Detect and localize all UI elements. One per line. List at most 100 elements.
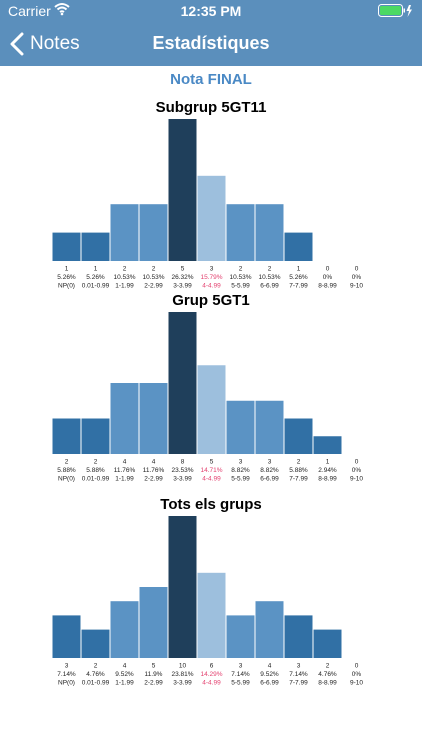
range-label: 6-6.99	[260, 680, 279, 687]
back-button[interactable]: Notes	[10, 30, 80, 58]
percent-label: 11.76%	[143, 467, 165, 474]
count-label: 8	[181, 459, 185, 466]
wifi-icon	[54, 2, 70, 19]
bar-1-1.99	[110, 383, 139, 454]
percent-label: 14.71%	[200, 467, 222, 474]
bar-4-4.99	[197, 175, 226, 261]
count-label: 5	[210, 459, 214, 466]
percent-label: 8.82%	[231, 467, 250, 474]
range-label: 4-4.99	[202, 476, 221, 483]
section-title: Nota FINAL	[170, 71, 252, 88]
percent-label: 5.88%	[86, 467, 105, 474]
bar-1-1.99	[110, 204, 139, 261]
bar-0.01-0.99	[81, 629, 110, 658]
bar-4-4.99	[197, 365, 226, 454]
bar-2-2.99	[139, 383, 168, 454]
range-label: 9-10	[350, 476, 363, 483]
count-label: 2	[239, 266, 243, 273]
count-label: 0	[355, 459, 359, 466]
range-label: 2-2.99	[144, 283, 163, 290]
count-label: 6	[210, 663, 214, 670]
bar-7-7.99	[284, 418, 313, 454]
bar-3-3.99	[168, 312, 197, 454]
percent-label: 5.88%	[57, 467, 76, 474]
percent-label: 2.94%	[318, 467, 337, 474]
range-label: 9-10	[350, 680, 363, 687]
percent-label: 7.14%	[289, 671, 308, 678]
bar-2-2.99	[139, 587, 168, 658]
count-label: 2	[326, 663, 330, 670]
count-label: 4	[123, 663, 127, 670]
battery-icon	[378, 4, 414, 18]
count-label: 1	[297, 266, 301, 273]
count-label: 3	[210, 266, 214, 273]
range-label: 4-4.99	[202, 283, 221, 290]
bar-3-3.99	[168, 119, 197, 261]
bar-8-8.99	[313, 436, 342, 454]
bar-NP(0)	[52, 615, 81, 658]
count-label: 10	[179, 663, 187, 670]
percent-label: 7.14%	[231, 671, 250, 678]
count-label: 1	[65, 266, 69, 273]
percent-label: 15.79%	[200, 274, 222, 281]
range-label: 1-1.99	[115, 680, 134, 687]
carrier-label: Carrier	[8, 3, 51, 19]
count-label: 0	[326, 266, 330, 273]
count-label: 1	[326, 459, 330, 466]
histogram-tots: 3 7.14% NP(0) 24.76% 0.01-0.99 4 9.52% 1-1.99 5 1…	[52, 516, 363, 687]
percent-label: 0%	[352, 467, 362, 474]
percent-label: 0%	[352, 671, 362, 678]
bar-5-5.99	[226, 400, 255, 454]
percent-label: 23.53%	[171, 467, 193, 474]
count-label: 5	[152, 663, 156, 670]
percent-label: 5.88%	[289, 467, 308, 474]
range-label: 8-8.99	[318, 680, 337, 687]
bar-1-1.99	[110, 601, 139, 658]
percent-label: 5.26%	[86, 274, 105, 281]
bar-0.01-0.99	[81, 418, 110, 454]
percent-label: 10.53%	[113, 274, 135, 281]
bar-7-7.99	[284, 615, 313, 658]
range-label: 0.01-0.99	[82, 680, 110, 687]
range-label: 5-5.99	[231, 680, 250, 687]
percent-label: 5.26%	[289, 274, 308, 281]
percent-label: 10.53%	[142, 274, 164, 281]
range-label: 5-5.99	[231, 476, 250, 483]
range-label: 7-7.99	[289, 476, 308, 483]
bar-8-8.99	[313, 629, 342, 658]
histogram-grup: 25.88%NP(0)25.88%0.01-0.99411.76%1-1.994…	[52, 312, 363, 483]
range-label: 5-5.99	[231, 283, 250, 290]
bar-2-2.99	[139, 204, 168, 261]
chart-title-subgrup: Subgrup 5GT11	[155, 99, 267, 116]
count-label: 3	[65, 663, 69, 670]
count-label: 2	[152, 266, 156, 273]
range-label: 2-2.99	[144, 680, 163, 687]
range-label: 2-2.99	[144, 476, 163, 483]
count-label: 2	[94, 459, 98, 466]
range-label: 8-8.99	[318, 476, 337, 483]
chevron-left-icon	[10, 32, 24, 56]
percent-label: 26.32%	[171, 274, 193, 281]
count-label: 4	[123, 459, 127, 466]
range-label: NP(0)	[58, 680, 75, 687]
count-label: 3	[239, 459, 243, 466]
status-time: 12:35 PM	[180, 3, 242, 19]
percent-label: 0%	[352, 274, 362, 281]
count-label: 0	[355, 663, 359, 670]
range-label: 7-7.99	[289, 680, 308, 687]
percent-label: 11.76%	[114, 467, 136, 474]
range-label: 7-7.99	[289, 283, 308, 290]
percent-label: 9.52%	[260, 671, 279, 678]
page-title: Estadístiques	[152, 33, 270, 53]
range-label: 3-3.99	[173, 476, 192, 483]
bar-4-4.99	[197, 572, 226, 658]
count-label: 1	[94, 266, 98, 273]
bar-7-7.99	[284, 232, 313, 261]
count-label: 2	[123, 266, 127, 273]
percent-label: 10.53%	[229, 274, 251, 281]
bar-0.01-0.99	[81, 232, 110, 261]
percent-label: 14.29%	[200, 671, 222, 678]
percent-label: 4.76%	[318, 671, 337, 678]
range-label: 6-6.99	[260, 476, 279, 483]
bar-NP(0)	[52, 418, 81, 454]
